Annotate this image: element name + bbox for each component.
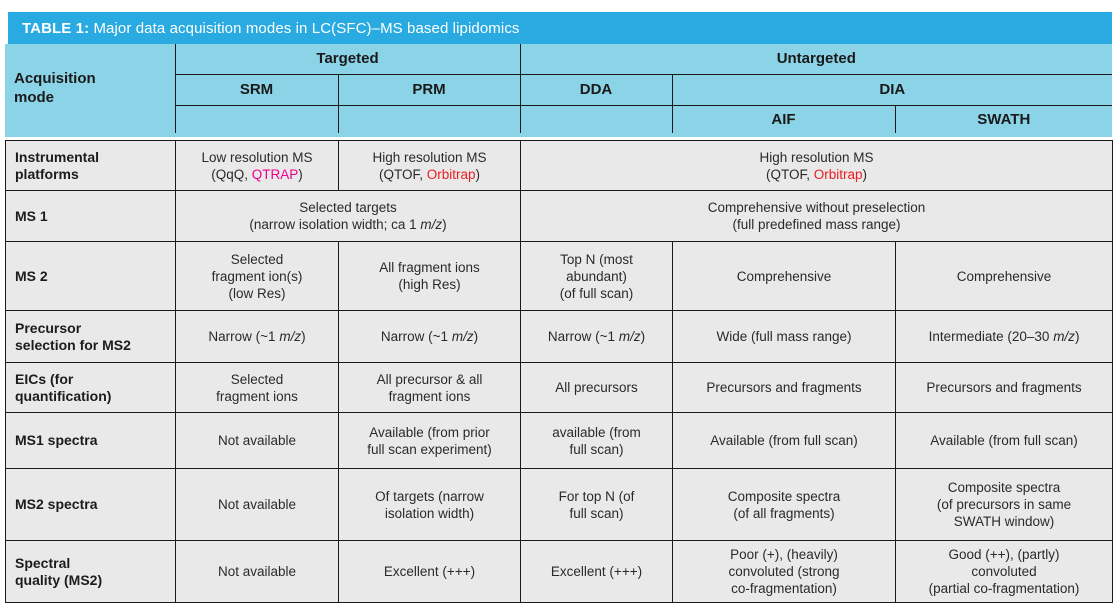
row-label: EICs (for quantification) [5,362,176,413]
cell-platforms-prm: High resolution MS (QTOF, Orbitrap) [338,140,521,191]
header-empty-dda [519,104,673,134]
cell-eics-prm: All precursor & all fragment ions [338,362,521,413]
cell-ms2-aif: Comprehensive [672,241,896,311]
cell-ms1-untargeted: Comprehensive without preselection (full … [519,190,1114,242]
cell-ms2-prm: All fragment ions (high Res) [338,241,521,311]
prm-header: PRM [337,73,521,106]
cell-ms2-dda: Top N (most abundant) (of full scan) [520,241,673,311]
row-ms1: MS 1 Selected targets (narrow isolation w… [5,190,1114,242]
header-bottom-strip [5,133,1112,137]
cell-ms2spectra-aif: Composite spectra (of all fragments) [672,468,896,541]
cell-eics-aif: Precursors and fragments [672,362,896,413]
header-empty-prm [337,104,521,134]
row-label: MS1 spectra [5,412,176,469]
table-title-bar: TABLE 1: Major data acquisition modes in… [8,12,1112,44]
table-body: Instrumental platforms Low resolution MS(… [5,140,1114,603]
cell-ms1spectra-swath: Available (from full scan) [894,412,1114,469]
row-label: MS 1 [5,190,176,242]
row-precursor-selection: Precursor selection for MS2 Narrow (~1 m/… [5,310,1114,363]
acquisition-mode-header: Acquisition mode [5,44,176,134]
srm-header: SRM [174,73,339,106]
cell-ms1spectra-srm: Not available [175,412,339,469]
row-label: Precursor selection for MS2 [5,310,176,363]
cell-precursor-srm: Narrow (~1 m/z) [175,310,339,363]
cell-ms2spectra-prm: Of targets (narrow isolation width) [338,468,521,541]
cell-platforms-untargeted: High resolution MS (QTOF, Orbitrap) [519,140,1114,191]
cell-quality-srm: Not available [175,540,339,603]
dia-header: DIA [671,73,1113,106]
cell-quality-prm: Excellent (+++) [338,540,521,603]
row-eics: EICs (for quantification) Selected fragmen… [5,362,1114,413]
table-header: Acquisition mode Targeted Untargeted SRM … [5,44,1113,134]
cell-precursor-dda: Narrow (~1 m/z) [520,310,673,363]
cell-eics-srm: Selected fragment ions [175,362,339,413]
row-label: Instrumental platforms [5,140,176,191]
row-label: MS 2 [5,241,176,311]
cell-ms2-srm: Selected fragment ion(s) (low Res) [175,241,339,311]
cell-eics-dda: All precursors [520,362,673,413]
cell-quality-dda: Excellent (+++) [520,540,673,603]
header-row-modes: SRM PRM DDA DIA [5,73,1113,106]
dda-header: DDA [519,73,673,106]
header-row-submodes: AIF SWATH [5,104,1113,134]
row-ms2: MS 2 Selected fragment ion(s) (low Res) Al… [5,241,1114,311]
untargeted-header: Untargeted [519,44,1113,75]
row-instrumental-platforms: Instrumental platforms Low resolution MS(… [5,140,1114,191]
aif-header: AIF [671,104,896,134]
cell-precursor-swath: Intermediate (20–30 m/z) [894,310,1114,363]
cell-ms1spectra-aif: Available (from full scan) [672,412,896,469]
cell-ms2spectra-dda: For top N (of full scan) [520,468,673,541]
cell-precursor-prm: Narrow (~1 m/z) [338,310,521,363]
table-title: TABLE 1: Major data acquisition modes in… [22,19,520,37]
cell-platforms-srm: Low resolution MS (QqQ, QTRAP) [175,140,339,191]
row-spectral-quality: Spectral quality (MS2) Not available Exce… [5,540,1114,603]
cell-precursor-aif: Wide (full mass range) [672,310,896,363]
targeted-header: Targeted [174,44,521,75]
cell-ms1-targeted: Selected targets (narrow isolation width;… [175,190,521,242]
header-empty-srm [174,104,339,134]
swath-header: SWATH [894,104,1113,134]
cell-ms2spectra-swath: Composite spectra (of precursors in same S… [894,468,1114,541]
cell-eics-swath: Precursors and fragments [894,362,1114,413]
cell-ms2-swath: Comprehensive [894,241,1114,311]
cell-ms1spectra-dda: available (from full scan) [520,412,673,469]
row-ms1-spectra: MS1 spectra Not available Available (fro… [5,412,1114,469]
row-label: Spectral quality (MS2) [5,540,176,603]
cell-quality-aif: Poor (+), (heavily) convoluted (strong co-… [672,540,896,603]
row-label: MS2 spectra [5,468,176,541]
cell-quality-swath: Good (++), (partly) convoluted (partial co… [894,540,1114,603]
header-row-groups: Acquisition mode Targeted Untargeted [5,44,1113,134]
row-ms2-spectra: MS2 spectra Not available Of targets (na… [5,468,1114,541]
cell-ms2spectra-srm: Not available [175,468,339,541]
cell-ms1spectra-prm: Available (from prior full scan experimen… [338,412,521,469]
